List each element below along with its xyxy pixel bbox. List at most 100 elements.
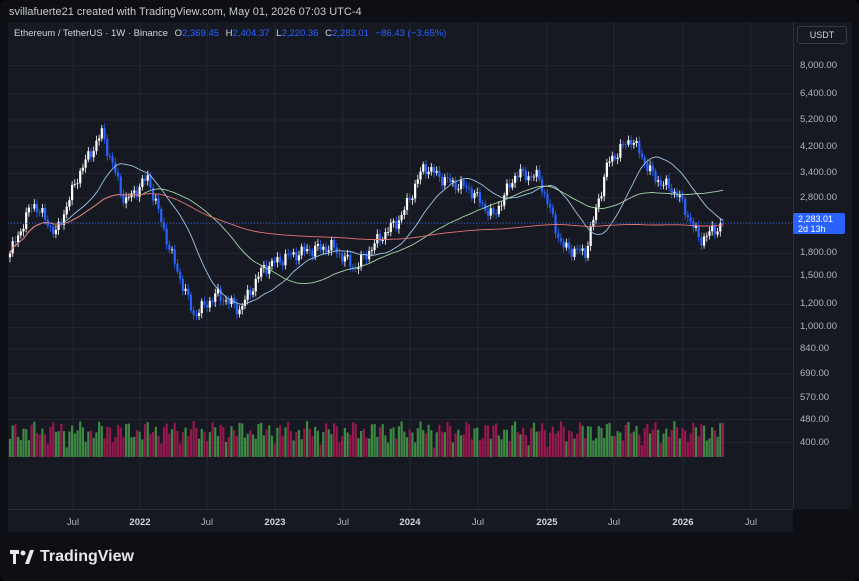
candle-body — [500, 205, 503, 207]
candle-body — [387, 231, 390, 233]
candle-body — [170, 249, 174, 251]
volume-bar — [143, 424, 147, 457]
volume-bar — [702, 425, 706, 457]
x-tick-label: Jul — [744, 517, 758, 528]
ma-200-line — [9, 193, 724, 254]
candle-body — [559, 237, 563, 242]
candle-body — [586, 245, 590, 258]
volume-bar — [187, 436, 190, 457]
volume-bar — [162, 427, 166, 457]
candle-body — [111, 156, 114, 163]
candle-body — [567, 242, 571, 249]
volume-bar — [30, 424, 33, 457]
candle-body — [538, 169, 541, 180]
volume-bar — [427, 424, 430, 457]
volume-bar — [138, 431, 141, 457]
candle-body — [338, 253, 341, 254]
volume-bar — [84, 441, 87, 457]
volume-bar — [81, 427, 85, 457]
candle-body — [179, 271, 182, 279]
candle-body — [681, 195, 684, 200]
volume-bar — [152, 431, 155, 457]
volume-bar — [8, 439, 12, 457]
candle-body — [208, 300, 211, 308]
candle-body — [292, 252, 295, 255]
volume-bar — [181, 432, 184, 457]
candle-body — [322, 246, 325, 250]
candle-body — [667, 178, 671, 189]
candle-body — [411, 198, 414, 200]
volume-bar — [303, 428, 306, 457]
volume-bar — [594, 438, 598, 457]
volume-bar — [235, 435, 238, 457]
volume-bar — [273, 443, 276, 457]
volume-bar — [243, 437, 247, 457]
volume-bar — [332, 423, 336, 457]
candle-body — [565, 242, 568, 248]
currency-button[interactable]: USDT — [797, 26, 847, 44]
volume-bar — [430, 430, 433, 457]
y-tick-label: 1,000.00 — [800, 321, 837, 333]
y-tick-label: 2,800.00 — [800, 191, 837, 203]
candle-body — [311, 250, 314, 257]
volume-bar — [330, 433, 333, 457]
x-tick-label: 2025 — [536, 517, 558, 528]
volume-bar — [319, 444, 322, 457]
volume-bar — [370, 424, 374, 457]
candle-body — [700, 237, 703, 246]
candle-body — [295, 252, 298, 261]
tradingview-logo[interactable]: TradingView — [10, 548, 134, 566]
volume-bar — [108, 427, 112, 457]
volume-bar — [338, 442, 341, 457]
volume-bar — [505, 429, 509, 457]
candle-body — [168, 244, 171, 250]
volume-bar — [211, 422, 214, 457]
volume-bar — [122, 437, 125, 457]
candle-body — [627, 140, 630, 145]
y-tick-label: 570.00 — [800, 392, 830, 403]
volume-bar — [513, 421, 517, 457]
candle-body — [465, 185, 468, 188]
candle-body — [195, 314, 198, 317]
candle-body — [657, 180, 660, 182]
volume-bar — [284, 427, 287, 457]
candle-body — [114, 162, 117, 173]
time-axis[interactable] — [8, 509, 793, 532]
candle-body — [189, 294, 193, 311]
candle-body — [378, 234, 382, 242]
volume-bar — [35, 433, 39, 457]
chart-area[interactable] — [8, 22, 793, 509]
volume-bar — [79, 421, 82, 457]
volume-bar — [416, 428, 419, 457]
candle-body — [665, 178, 668, 185]
volume-bar — [295, 432, 298, 457]
candle-body — [384, 232, 387, 240]
y-tick-label: 8,000.00 — [800, 59, 837, 71]
volume-bar — [508, 441, 511, 457]
candle-body — [711, 225, 714, 232]
volume-bar — [57, 431, 60, 457]
candle-body — [619, 144, 622, 158]
candle-body — [206, 304, 209, 308]
candle-body — [632, 143, 635, 145]
volume-bar — [638, 434, 641, 457]
candle-body — [543, 191, 546, 194]
volume-bar — [265, 429, 268, 457]
candle-body — [192, 310, 195, 315]
volume-bar — [125, 424, 128, 457]
volume-bar — [197, 438, 201, 457]
candle-body — [65, 206, 68, 215]
volume-bar — [397, 426, 401, 457]
candle-body — [495, 213, 498, 215]
candle-body — [341, 253, 344, 262]
candle-body — [216, 288, 220, 294]
volume-bar — [686, 441, 689, 457]
volume-bar — [476, 427, 479, 457]
candle-body — [157, 198, 160, 209]
volume-bar — [60, 423, 63, 457]
volume-bar — [251, 434, 255, 457]
candle-body — [289, 254, 292, 255]
candle-body — [33, 204, 36, 209]
candle-body — [527, 176, 530, 181]
price-axis[interactable] — [793, 22, 852, 509]
